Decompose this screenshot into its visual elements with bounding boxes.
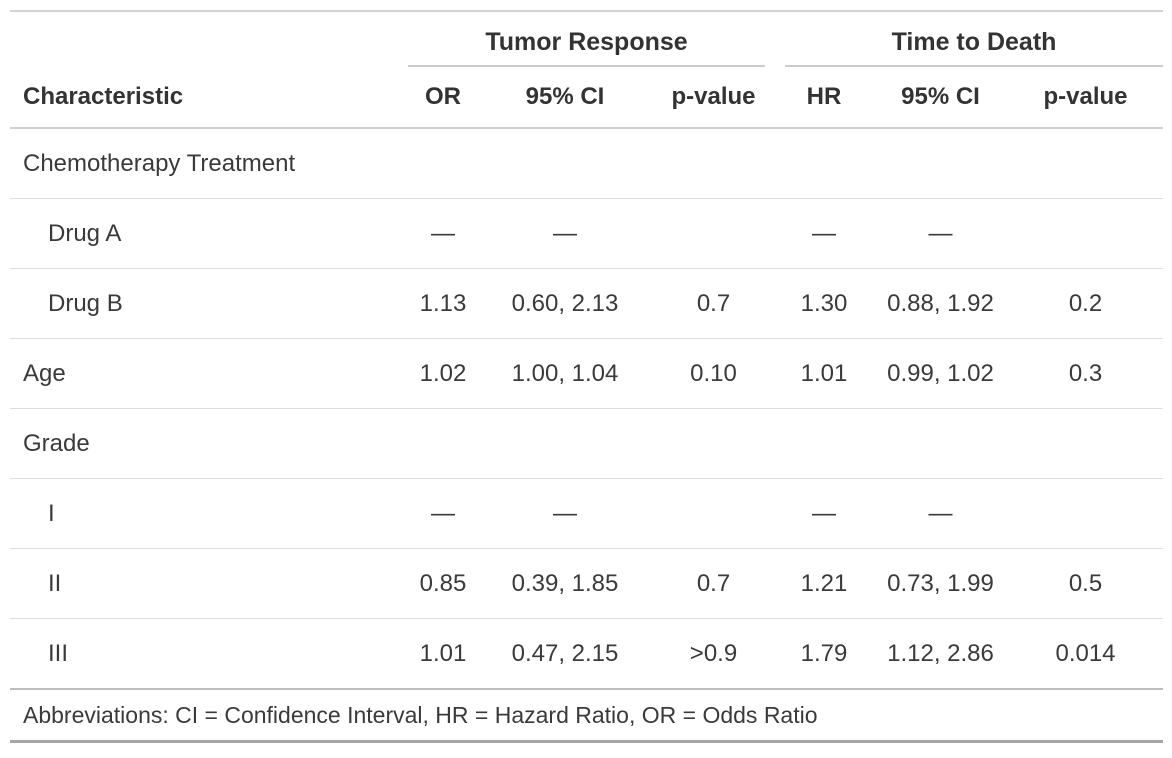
cell-pvalue-death — [1008, 478, 1163, 549]
abbreviations-footnote: Abbreviations: CI = Confidence Interval,… — [10, 689, 1163, 743]
cell-ci-tumor: 0.39, 1.85 — [478, 548, 652, 619]
column-header-pvalue-death: p-value — [1008, 67, 1163, 129]
cell-hr — [775, 408, 873, 479]
cell-pvalue-death: 0.5 — [1008, 548, 1163, 619]
cell-or: 0.85 — [408, 548, 478, 619]
cell-pvalue-tumor: 0.7 — [652, 268, 775, 339]
cell-ci-tumor: — — [478, 198, 652, 269]
column-header-or: OR — [408, 67, 478, 129]
table-row-drug-b: Drug B 1.13 0.60, 2.13 0.7 1.30 0.88, 1.… — [10, 268, 1163, 339]
spanner-spacer — [10, 11, 408, 67]
cell-pvalue-death: 0.2 — [1008, 268, 1163, 339]
column-header-characteristic: Characteristic — [10, 67, 408, 129]
cell-ci-death: 0.88, 1.92 — [873, 268, 1008, 339]
cell-pvalue-tumor — [652, 408, 775, 479]
cell-or: 1.01 — [408, 618, 478, 690]
cell-ci-death: 1.12, 2.86 — [873, 618, 1008, 690]
cell-or: — — [408, 198, 478, 269]
cell-ci-tumor: — — [478, 478, 652, 549]
spanner-tumor-response-label: Tumor Response — [485, 27, 688, 56]
cell-pvalue-death — [1008, 128, 1163, 199]
cell-hr — [775, 128, 873, 199]
cell-ci-tumor: 0.60, 2.13 — [478, 268, 652, 339]
column-header-ci-tumor: 95% CI — [478, 67, 652, 129]
spanner-row: Tumor Response Time to Death — [10, 11, 1163, 67]
cell-ci-tumor — [478, 128, 652, 199]
cell-hr: — — [775, 198, 873, 269]
table-body: Chemotherapy Treatment Drug A — — — — Dr… — [10, 128, 1163, 690]
cell-ci-tumor — [478, 408, 652, 479]
cell-pvalue-tumor: >0.9 — [652, 618, 775, 690]
cell-pvalue-death — [1008, 198, 1163, 269]
column-header-hr: HR — [775, 67, 873, 129]
table-row-grade-iii: III 1.01 0.47, 2.15 >0.9 1.79 1.12, 2.86… — [10, 618, 1163, 690]
row-label: I — [10, 478, 408, 549]
cell-hr: — — [775, 478, 873, 549]
cell-pvalue-tumor — [652, 198, 775, 269]
column-header-pvalue-tumor: p-value — [652, 67, 775, 129]
table-row-grade-ii: II 0.85 0.39, 1.85 0.7 1.21 0.73, 1.99 0… — [10, 548, 1163, 619]
spanner-tumor-response: Tumor Response — [408, 11, 775, 67]
spanner-time-to-death: Time to Death — [775, 11, 1163, 67]
cell-hr: 1.21 — [775, 548, 873, 619]
table-row-grade: Grade — [10, 408, 1163, 479]
cell-or: 1.13 — [408, 268, 478, 339]
table-footer: Abbreviations: CI = Confidence Interval,… — [10, 689, 1163, 743]
cell-pvalue-death: 0.014 — [1008, 618, 1163, 690]
cell-ci-death: 0.73, 1.99 — [873, 548, 1008, 619]
cell-hr: 1.01 — [775, 338, 873, 409]
cell-pvalue-death: 0.3 — [1008, 338, 1163, 409]
cell-or — [408, 128, 478, 199]
cell-ci-tumor: 1.00, 1.04 — [478, 338, 652, 409]
table-header: Tumor Response Time to Death Characteris… — [10, 11, 1163, 129]
row-label: Drug A — [10, 198, 408, 269]
cell-hr: 1.30 — [775, 268, 873, 339]
column-header-ci-death: 95% CI — [873, 67, 1008, 129]
row-label: Grade — [10, 408, 408, 479]
row-label: II — [10, 548, 408, 619]
cell-ci-death — [873, 128, 1008, 199]
row-label: Chemotherapy Treatment — [10, 128, 408, 199]
table-row-drug-a: Drug A — — — — — [10, 198, 1163, 269]
cell-ci-death: — — [873, 198, 1008, 269]
row-label: Drug B — [10, 268, 408, 339]
cell-hr: 1.79 — [775, 618, 873, 690]
spanner-time-to-death-label: Time to Death — [891, 27, 1057, 56]
cell-or: — — [408, 478, 478, 549]
row-label: Age — [10, 338, 408, 409]
cell-ci-tumor: 0.47, 2.15 — [478, 618, 652, 690]
cell-pvalue-death — [1008, 408, 1163, 479]
cell-ci-death: 0.99, 1.02 — [873, 338, 1008, 409]
cell-ci-death: — — [873, 478, 1008, 549]
table-row-grade-i: I — — — — — [10, 478, 1163, 549]
footnote-row: Abbreviations: CI = Confidence Interval,… — [10, 689, 1163, 743]
table-row-age: Age 1.02 1.00, 1.04 0.10 1.01 0.99, 1.02… — [10, 338, 1163, 409]
cell-or — [408, 408, 478, 479]
cell-or: 1.02 — [408, 338, 478, 409]
row-label: III — [10, 618, 408, 690]
cell-pvalue-tumor — [652, 478, 775, 549]
cell-pvalue-tumor: 0.10 — [652, 338, 775, 409]
table-row-chemotherapy-treatment: Chemotherapy Treatment — [10, 128, 1163, 199]
column-header-row: Characteristic OR 95% CI p-value HR 95% … — [10, 67, 1163, 129]
cell-ci-death — [873, 408, 1008, 479]
cell-pvalue-tumor — [652, 128, 775, 199]
cell-pvalue-tumor: 0.7 — [652, 548, 775, 619]
regression-summary-table: Tumor Response Time to Death Characteris… — [10, 10, 1163, 743]
